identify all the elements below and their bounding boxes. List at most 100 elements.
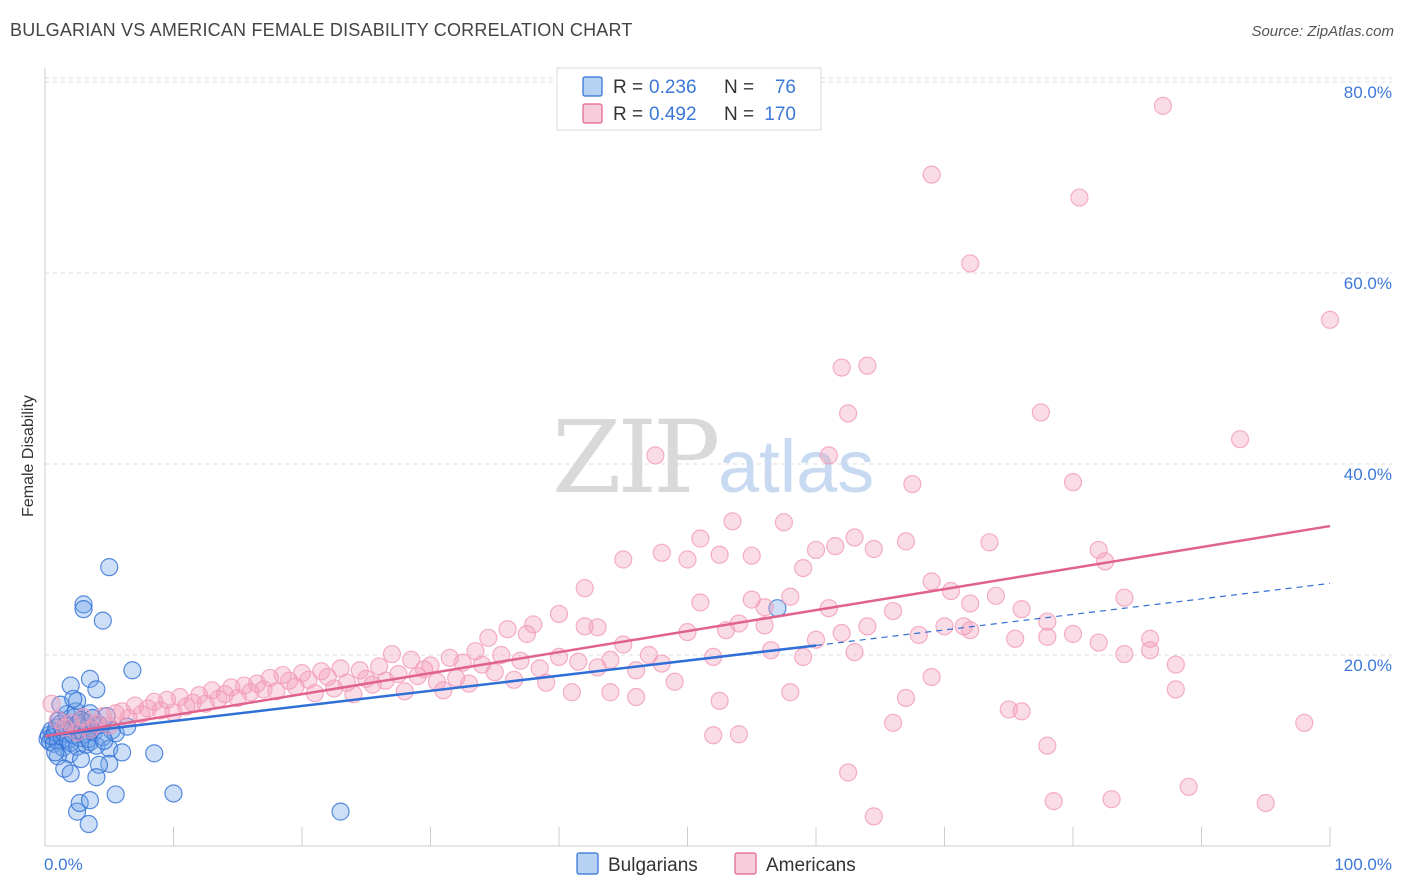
bottom-legend-bulgarians: Bulgarians — [608, 855, 698, 876]
americans-point-109 — [1089, 633, 1108, 652]
americans-point-173 — [883, 713, 903, 732]
americans-point-126 — [922, 572, 941, 591]
tick-labels: 20.0% 40.0% 60.0% 80.0% 0.0% 100.0% — [44, 83, 1392, 874]
americans-point-163 — [1012, 702, 1031, 721]
americans-point-160 — [922, 667, 941, 687]
americans-point-147 — [961, 254, 980, 273]
bulgarians-point-51 — [87, 680, 106, 699]
bulgarians-point-60 — [70, 793, 89, 813]
bulgarians-point-54 — [123, 661, 142, 680]
trend-lines — [44, 524, 1331, 738]
americans-point-103 — [935, 617, 954, 636]
legend-n-label-americans: N = — [724, 104, 754, 125]
bulgarians-point-67 — [331, 802, 350, 821]
americans-point-135 — [1115, 588, 1134, 607]
americans-point-141 — [549, 604, 569, 624]
bulgarians-point-65 — [145, 744, 164, 763]
watermark-atlas: atlas — [718, 425, 874, 508]
bulgarians-point-75 — [95, 731, 114, 751]
americans-point-137 — [652, 543, 671, 562]
americans-point-71 — [498, 620, 517, 639]
americans-point-127 — [941, 581, 961, 601]
americans-trend-line — [44, 524, 1331, 738]
bulgarians-point-47 — [74, 595, 93, 614]
y-tick-label-20: 20.0% — [1344, 656, 1392, 675]
americans-point-133 — [1089, 540, 1108, 560]
americans-point-70 — [492, 645, 511, 665]
americans-point-0 — [42, 694, 61, 713]
americans-point-116 — [710, 545, 729, 564]
americans-point-168 — [1179, 777, 1198, 796]
americans-point-35 — [267, 682, 286, 701]
americans-point-132 — [1063, 473, 1083, 492]
x-tick-label-max: 100.0% — [1334, 855, 1392, 874]
americans-point-143 — [819, 446, 838, 465]
americans-point-83 — [614, 635, 633, 654]
americans-point-85 — [639, 645, 659, 665]
americans-point-78 — [562, 683, 581, 702]
americans-point-146 — [922, 165, 941, 184]
bottom-legend-swatch-americans — [734, 852, 757, 875]
chart-source: Source: ZipAtlas.com — [1251, 23, 1394, 40]
americans-point-43 — [318, 667, 337, 687]
bulgarians-point-52 — [93, 611, 112, 630]
watermark: ZIP atlas — [552, 399, 874, 516]
americans-point-100 — [858, 617, 877, 636]
legend: R = 0.236 N = 76 R = 0.492 N = 170 — [556, 67, 822, 131]
americans-point-172 — [864, 807, 883, 826]
americans-point-136 — [1140, 641, 1160, 660]
americans-point-140 — [614, 550, 633, 569]
americans-point-106 — [1012, 600, 1031, 619]
americans-point-175 — [729, 725, 749, 744]
americans-point-178 — [588, 618, 607, 637]
y-tick-label-80: 80.0% — [1344, 83, 1392, 102]
bulgarians-point-26 — [71, 749, 91, 769]
americans-point-157 — [710, 691, 729, 710]
legend-r-value-bulgarians: 0.236 — [649, 77, 697, 98]
legend-n-value-bulgarians: 76 — [775, 77, 796, 98]
americans-point-114 — [678, 550, 697, 569]
americans-point-56 — [402, 650, 421, 669]
americans-point-110 — [1115, 644, 1134, 664]
americans-point-150 — [1153, 96, 1173, 115]
bulgarians-point-45 — [61, 676, 80, 695]
americans-point-129 — [980, 533, 999, 552]
americans-point-68 — [479, 628, 498, 647]
americans-point-159 — [896, 688, 916, 708]
legend-swatch-bulgarians — [582, 76, 603, 97]
bottom-legend-swatch-bulgarians — [576, 852, 599, 875]
americans-point-154 — [858, 356, 877, 375]
bulgarians-point-48 — [74, 600, 93, 619]
bulgarians-point-61 — [80, 791, 100, 810]
americans-point-176 — [794, 647, 813, 667]
x-tick-label-min: 0.0% — [44, 855, 83, 874]
americans-point-82 — [601, 650, 620, 669]
americans-point-108 — [1063, 624, 1083, 644]
axes — [44, 68, 1331, 847]
americans-point-79 — [569, 652, 588, 671]
legend-n-label-bulgarians: N = — [724, 77, 754, 98]
americans-point-166 — [1102, 790, 1121, 809]
grid-lines — [45, 77, 1392, 656]
americans-point-119 — [774, 513, 793, 532]
legend-n-value-americans: 170 — [764, 104, 796, 125]
bulgarians-point-64 — [112, 743, 132, 762]
americans-point-158 — [781, 683, 800, 702]
americans-point-112 — [1166, 655, 1185, 674]
americans-point-95 — [781, 587, 800, 606]
americans-point-123 — [845, 528, 864, 547]
americans-points — [42, 96, 1340, 826]
legend-r-label-americans: R = — [613, 104, 643, 125]
americans-point-69 — [485, 663, 504, 682]
americans-point-99 — [845, 643, 864, 662]
americans-point-144 — [839, 404, 858, 423]
bulgarians-point-66 — [164, 784, 183, 803]
legend-swatch-americans — [582, 103, 603, 124]
americans-point-65 — [459, 674, 479, 693]
americans-point-96 — [806, 630, 826, 649]
americans-point-145 — [903, 474, 922, 494]
bulgarians-point-62 — [79, 814, 98, 834]
americans-point-53 — [382, 644, 402, 664]
americans-point-74 — [524, 615, 543, 634]
americans-point-171 — [839, 763, 858, 782]
